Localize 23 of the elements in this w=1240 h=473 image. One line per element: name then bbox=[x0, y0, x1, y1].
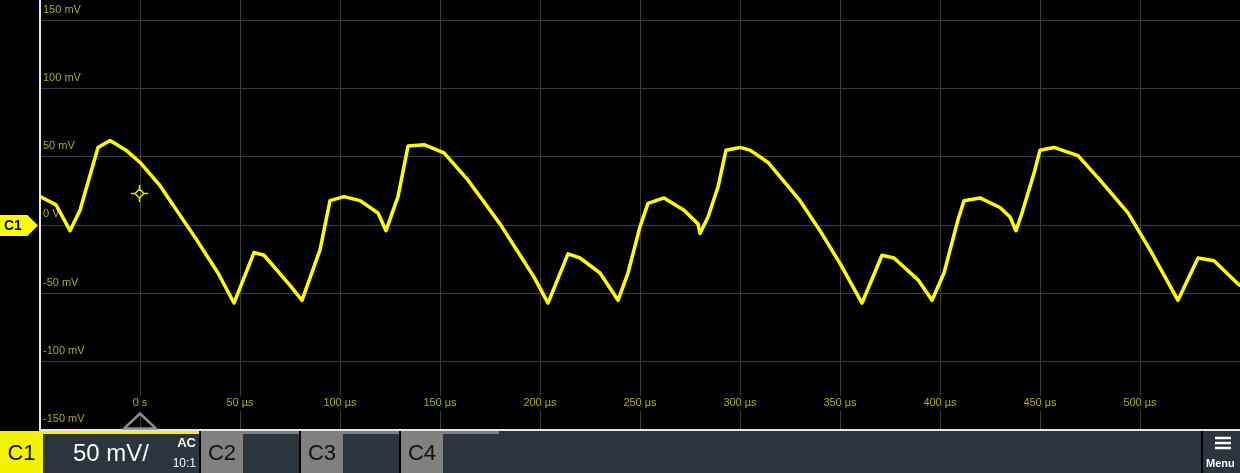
channel-tab: C4 bbox=[399, 431, 443, 473]
x-tick-label: 100 µs bbox=[323, 396, 358, 409]
channel-tag: C1 bbox=[0, 215, 38, 236]
x-tick-label: 50 µs bbox=[226, 396, 255, 409]
x-tick-label: 250 µs bbox=[623, 396, 658, 409]
y-tick-label: -50 mV bbox=[43, 275, 80, 288]
y-tick-label: -150 mV bbox=[43, 412, 86, 425]
x-tick-label: 500 µs bbox=[1123, 396, 1158, 409]
y-tick-label: -100 mV bbox=[43, 343, 86, 356]
channel-tab: C1 bbox=[0, 431, 43, 473]
x-tick-label: 450 µs bbox=[1023, 396, 1058, 409]
x-tick-label: 400 µs bbox=[923, 396, 958, 409]
x-tick-label: 200 µs bbox=[523, 396, 558, 409]
x-tick-label: 300 µs bbox=[723, 396, 758, 409]
x-tick-label: 150 µs bbox=[423, 396, 458, 409]
y-tick-label: 100 mV bbox=[43, 70, 82, 83]
channel-tab: C3 bbox=[299, 431, 343, 473]
x-tick-label: 0 s bbox=[132, 396, 148, 409]
y-tick-label: 50 mV bbox=[43, 139, 76, 152]
y-tick-label: 150 mV bbox=[43, 2, 82, 15]
x-tick-label: 350 µs bbox=[823, 396, 858, 409]
channel-tab: C2 bbox=[199, 431, 243, 473]
text: Menu bbox=[1206, 457, 1235, 469]
